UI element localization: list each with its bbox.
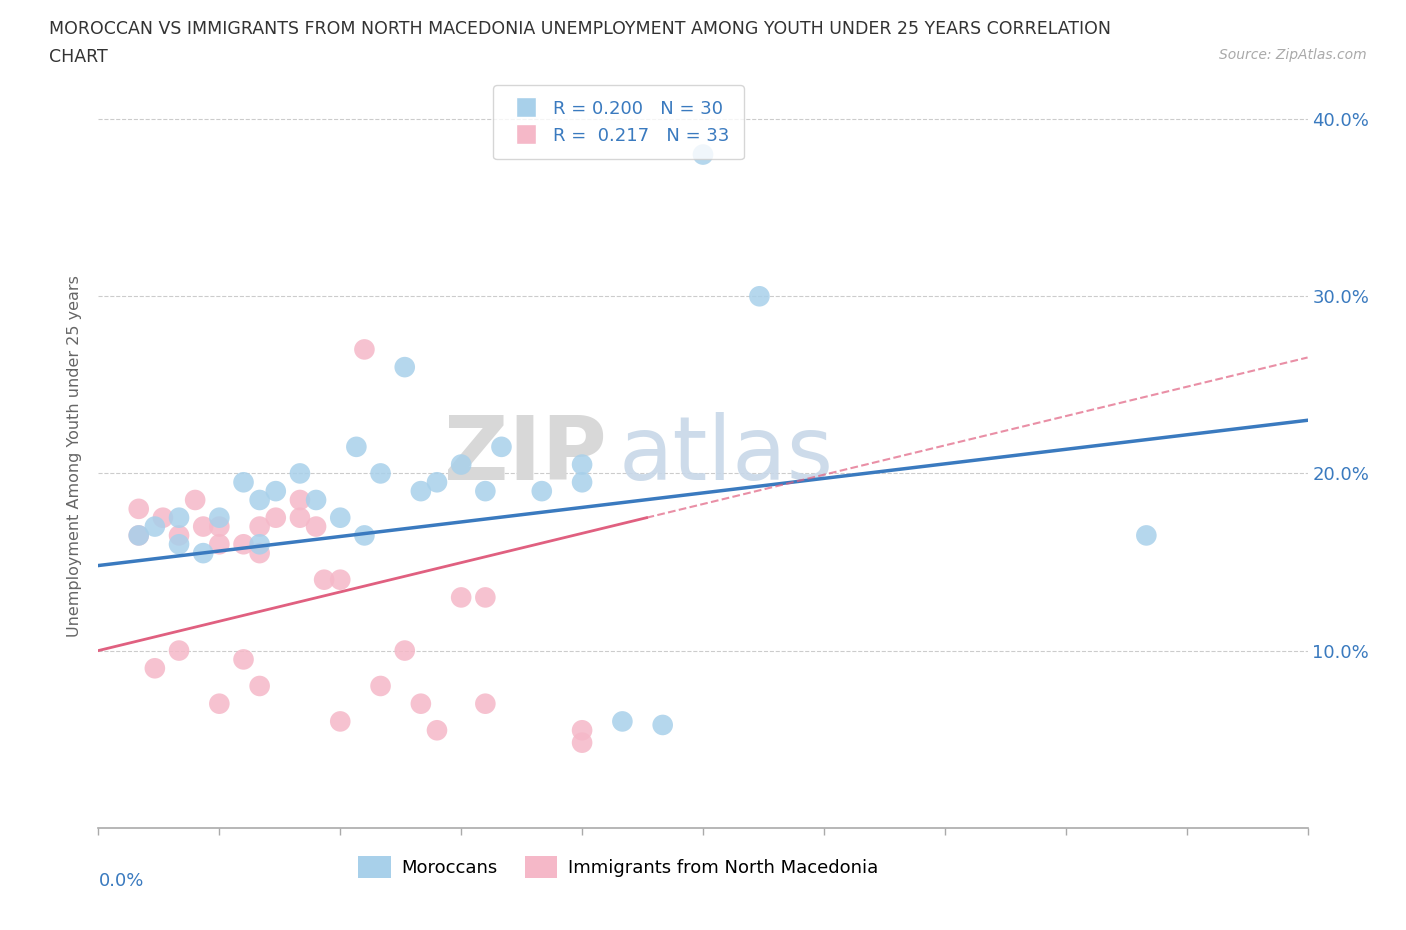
Point	[571, 475, 593, 490]
Point	[651, 718, 673, 733]
Point	[184, 493, 207, 508]
Point	[426, 475, 449, 490]
Point	[530, 484, 553, 498]
Legend: Moroccans, Immigrants from North Macedonia: Moroccans, Immigrants from North Macedon…	[352, 849, 886, 885]
Point	[193, 519, 215, 534]
Point	[450, 458, 472, 472]
Point	[474, 484, 496, 498]
Point	[370, 466, 392, 481]
Y-axis label: Unemployment Among Youth under 25 years: Unemployment Among Youth under 25 years	[67, 274, 83, 637]
Point	[474, 697, 496, 711]
Point	[426, 723, 449, 737]
Point	[208, 537, 231, 551]
Point	[232, 652, 254, 667]
Point	[128, 528, 150, 543]
Point	[571, 736, 593, 751]
Point	[167, 644, 190, 658]
Point	[249, 493, 271, 508]
Point	[288, 511, 311, 525]
Point	[143, 519, 166, 534]
Point	[314, 572, 336, 587]
Text: 0.0%: 0.0%	[98, 872, 143, 890]
Point	[394, 644, 416, 658]
Point	[370, 679, 392, 694]
Point	[232, 537, 254, 551]
Point	[409, 697, 432, 711]
Point	[353, 528, 375, 543]
Point	[288, 493, 311, 508]
Point	[167, 511, 190, 525]
Point	[612, 714, 634, 729]
Point	[208, 697, 231, 711]
Point	[394, 360, 416, 375]
Point	[143, 661, 166, 676]
Point	[128, 528, 150, 543]
Point	[571, 723, 593, 737]
Point	[748, 289, 770, 304]
Point	[450, 590, 472, 604]
Point	[208, 511, 231, 525]
Text: Source: ZipAtlas.com: Source: ZipAtlas.com	[1219, 48, 1367, 62]
Point	[344, 439, 367, 454]
Point	[1135, 528, 1157, 543]
Point	[491, 439, 513, 454]
Point	[167, 537, 190, 551]
Text: ZIP: ZIP	[443, 412, 606, 499]
Point	[167, 528, 190, 543]
Point	[571, 458, 593, 472]
Text: atlas: atlas	[619, 412, 834, 499]
Point	[329, 714, 352, 729]
Point	[128, 501, 150, 516]
Point	[409, 484, 432, 498]
Point	[193, 546, 215, 561]
Point	[305, 519, 328, 534]
Text: MOROCCAN VS IMMIGRANTS FROM NORTH MACEDONIA UNEMPLOYMENT AMONG YOUTH UNDER 25 YE: MOROCCAN VS IMMIGRANTS FROM NORTH MACEDO…	[49, 20, 1111, 38]
Point	[249, 537, 271, 551]
Point	[353, 342, 375, 357]
Text: CHART: CHART	[49, 48, 108, 66]
Point	[152, 511, 174, 525]
Point	[208, 519, 231, 534]
Point	[232, 475, 254, 490]
Point	[692, 147, 714, 162]
Point	[474, 590, 496, 604]
Point	[249, 679, 271, 694]
Point	[264, 484, 287, 498]
Point	[249, 519, 271, 534]
Point	[264, 511, 287, 525]
Point	[249, 546, 271, 561]
Point	[329, 572, 352, 587]
Point	[288, 466, 311, 481]
Point	[329, 511, 352, 525]
Point	[305, 493, 328, 508]
